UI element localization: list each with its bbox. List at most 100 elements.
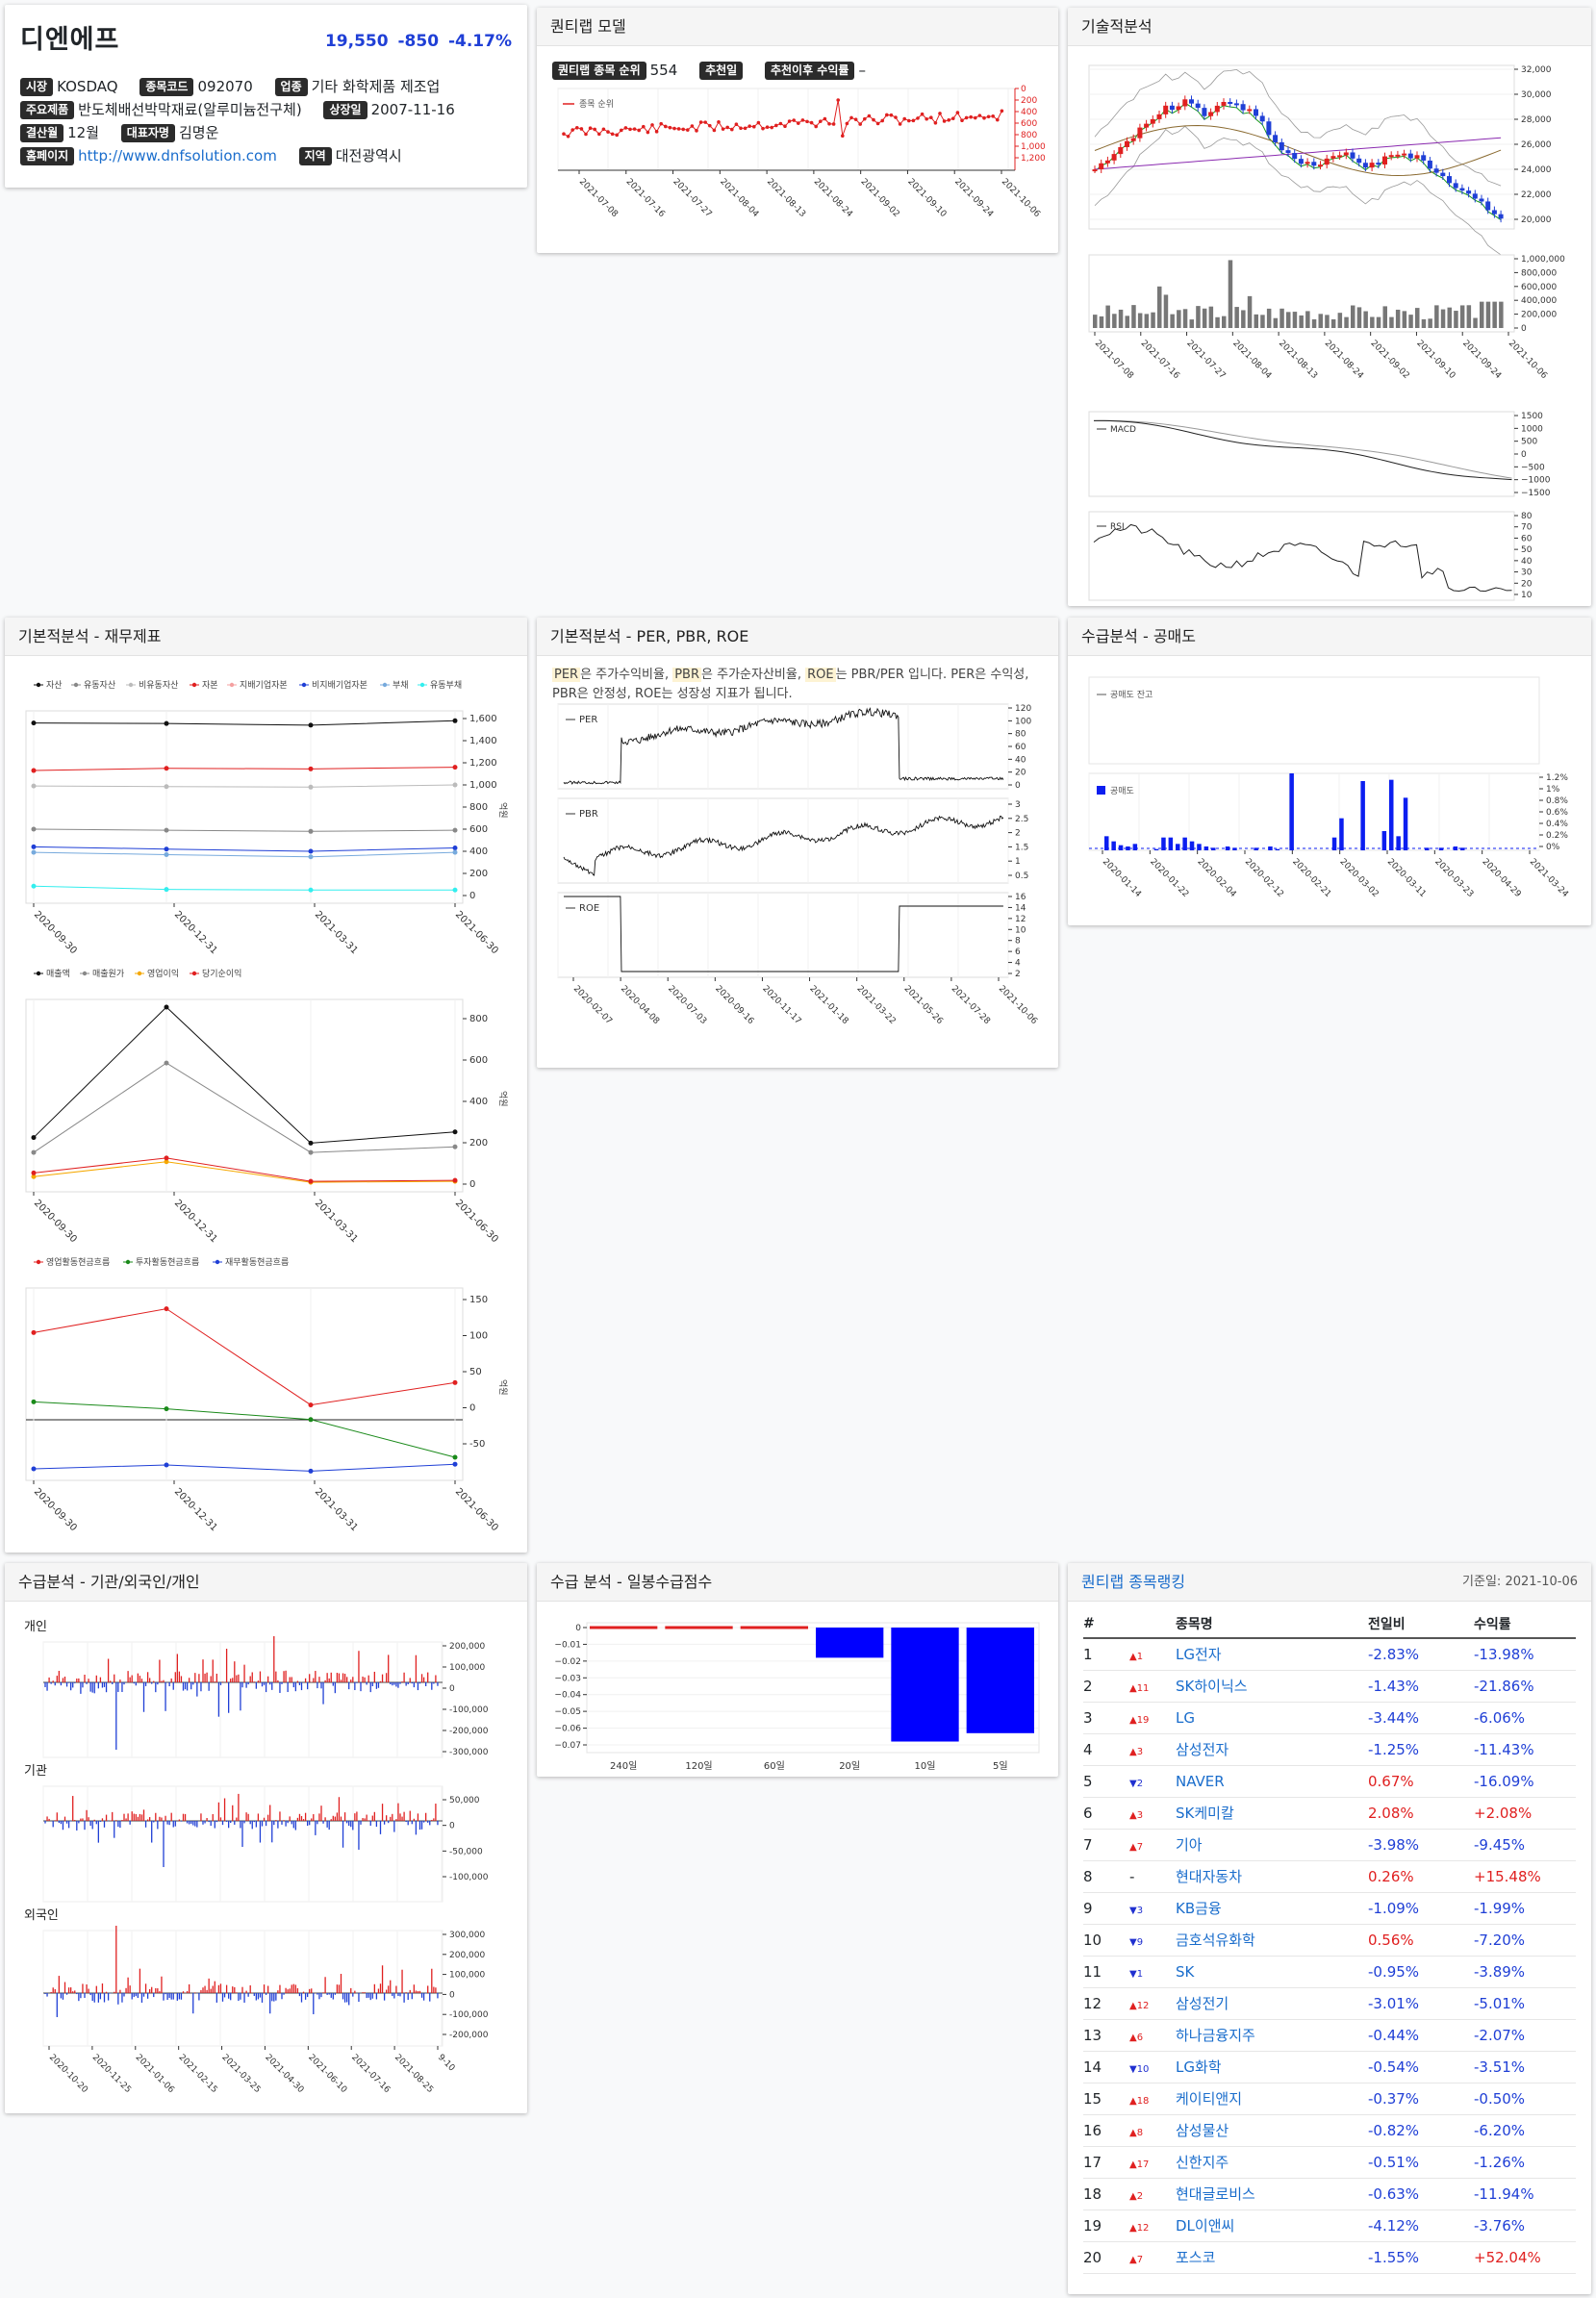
candle — [1479, 198, 1484, 202]
ranking-row[interactable]: 12 ▲12 삼성전기 -3.01% -5.01% — [1083, 1987, 1576, 2020]
rank-stock-name[interactable]: DL이앤씨 — [1176, 2210, 1368, 2242]
volume-bar — [1454, 311, 1458, 328]
rank-no: 11 — [1083, 1956, 1129, 1988]
short-sale-x-tick: 2020-01-22 — [1148, 857, 1190, 899]
candle — [1498, 214, 1504, 219]
ranking-row[interactable]: 6 ▲3 SK케미칼 2.08% +2.08% — [1083, 1797, 1576, 1830]
roe-label: ROE — [579, 903, 599, 914]
short-sale-bar — [1176, 844, 1180, 850]
short-sale-bar — [1438, 847, 1444, 850]
fund-point — [31, 783, 37, 789]
volume-bar — [1389, 316, 1394, 328]
short-sale-tick: 0.2% — [1546, 831, 1568, 841]
rank-stock-name[interactable]: 하나금융지주 — [1176, 2019, 1368, 2052]
ranking-row[interactable]: 16 ▲8 삼성물산 -0.82% -6.20% — [1083, 2114, 1576, 2147]
short-sale-tick: 1.2% — [1546, 773, 1568, 783]
ranking-row[interactable]: 8- 현대자동차 0.26% +15.48% — [1083, 1860, 1576, 1893]
supply-score-tick: −0.05 — [554, 1707, 581, 1717]
pbr-tick: 1.5 — [1015, 843, 1028, 852]
macd-tick: 0 — [1521, 450, 1527, 460]
candle — [1395, 154, 1401, 157]
candle — [1125, 140, 1129, 147]
foreign-tick: 100,000 — [449, 1971, 485, 1981]
ranking-row[interactable]: 2 ▲11 SK하이닉스 -1.43% -21.86% — [1083, 1670, 1576, 1703]
candle — [1427, 160, 1432, 169]
rank-stock-name[interactable]: SK케미칼 — [1176, 1797, 1368, 1830]
rank-stock-name[interactable]: 삼성전기 — [1176, 1987, 1368, 2020]
rank-stock-name[interactable]: SK하이닉스 — [1176, 1670, 1368, 1703]
investor-x-tick: 2021-03-25 — [219, 2053, 262, 2095]
ranking-row[interactable]: 4 ▲3 삼성전자 -1.25% -11.43% — [1083, 1733, 1576, 1766]
rank-change: -3.01% — [1368, 1987, 1474, 2020]
ranking-row[interactable]: 19 ▲12 DL이앤씨 -4.12% -3.76% — [1083, 2210, 1576, 2242]
homepage-link[interactable]: http://www.dnfsolution.com — [78, 147, 277, 164]
fund-point — [452, 1129, 458, 1135]
rank-change: -1.25% — [1368, 1733, 1474, 1766]
ranking-row[interactable]: 14 ▼10 LG화학 -0.54% -3.51% — [1083, 2051, 1576, 2083]
candle — [1259, 115, 1265, 122]
quant-rank-chart: 종목 순위 0 200 400 600 800 1,000 1,200 2021-07-08… — [557, 85, 1046, 219]
candle — [1311, 162, 1317, 166]
rank-stock-name[interactable]: KB금융 — [1176, 1892, 1368, 1925]
fund-series-line — [33, 1401, 456, 1458]
pbr-tick: 3 — [1015, 800, 1021, 810]
ranking-row[interactable]: 15 ▲18 케이티앤지 -0.37% -0.50% — [1083, 2083, 1576, 2115]
rank-stock-name[interactable]: NAVER — [1176, 1765, 1368, 1798]
volume-bar — [1344, 316, 1349, 328]
ranking-row[interactable]: 5 ▼2 NAVER 0.67% -16.09% — [1083, 1765, 1576, 1798]
ranking-row[interactable]: 1 ▲1 LG전자 -2.83% -13.98% — [1083, 1638, 1576, 1671]
rank-change: 2.08% — [1368, 1797, 1474, 1830]
volume-bar — [1125, 316, 1129, 328]
candle — [1247, 109, 1253, 112]
fund-legend-item: 재무활동현금흐름 — [225, 1256, 289, 1268]
candle — [1330, 156, 1336, 159]
fund-point — [31, 1329, 37, 1335]
individual-tick: -100,000 — [449, 1705, 489, 1715]
rank-stock-name[interactable]: LG — [1176, 1702, 1368, 1734]
rank-return: -2.07% — [1474, 2019, 1576, 2052]
ranking-row[interactable]: 3 ▲19 LG -3.44% -6.06% — [1083, 1702, 1576, 1734]
rank-stock-name[interactable]: 현대글로비스 — [1176, 2178, 1368, 2210]
ranking-row[interactable]: 11 ▼1 SK -0.95% -3.89% — [1083, 1956, 1576, 1988]
rank-return: -11.43% — [1474, 1733, 1576, 1766]
rank-stock-name[interactable]: 포스코 — [1176, 2241, 1368, 2274]
volume-panel — [1088, 254, 1515, 333]
rank-stock-name[interactable]: 삼성물산 — [1176, 2114, 1368, 2147]
ranking-row[interactable]: 9 ▼3 KB금융 -1.09% -1.99% — [1083, 1892, 1576, 1925]
quant-chart-frame — [557, 88, 1016, 171]
short-sale-bar — [1161, 837, 1166, 850]
volume-bar — [1163, 294, 1169, 328]
rank-stock-name[interactable]: 케이티앤지 — [1176, 2083, 1368, 2115]
rank-stock-name[interactable]: LG전자 — [1176, 1638, 1368, 1671]
rank-stock-name[interactable]: 삼성전자 — [1176, 1733, 1368, 1766]
rank-stock-name[interactable]: 현대자동차 — [1176, 1860, 1368, 1893]
rank-delta: - — [1129, 1860, 1176, 1893]
rank-stock-name[interactable]: LG화학 — [1176, 2051, 1368, 2083]
fund-point — [452, 1461, 458, 1467]
rank-stock-name[interactable]: SK — [1176, 1956, 1368, 1988]
short-sale-tick: 0% — [1546, 843, 1560, 852]
rank-stock-name[interactable]: 기아 — [1176, 1829, 1368, 1861]
rank-stock-name[interactable]: 신한지주 — [1176, 2146, 1368, 2179]
fund-point — [308, 854, 314, 860]
rank-stock-name[interactable]: 금호석유화학 — [1176, 1924, 1368, 1957]
fund-point — [452, 1454, 458, 1460]
investor-card: 수급분석 - 기관/외국인/개인 개인 200,000 100,000 0 -100,… — [5, 1563, 527, 2113]
valuation-description: PER 은 주가수익비율, PBR 은 주가순자산비율, ROE 는 PBR/PER … — [552, 668, 1029, 701]
fund-point — [164, 851, 169, 857]
ranking-row[interactable]: 13 ▲6 하나금융지주 -0.44% -2.07% — [1083, 2019, 1576, 2052]
fund-legend-item: 비지배기업자본 — [312, 680, 367, 691]
supply-score-chart: 0 −0.01 −0.02 −0.03 −0.04 −0.05 −0.06 −0.07 240… — [554, 1622, 1040, 1772]
ranking-row[interactable]: 17 ▲17 신한지주 -0.51% -1.26% — [1083, 2146, 1576, 2179]
price-tick: 26,000 — [1521, 140, 1552, 150]
ranking-header-row: # 종목명 전일비 수익률 — [1083, 1609, 1576, 1639]
ranking-row[interactable]: 7 ▲7 기아 -3.98% -9.45% — [1083, 1829, 1576, 1861]
return-badge: 추천이후 수익률 — [764, 62, 855, 80]
ranking-row[interactable]: 18 ▲2 현대글로비스 -0.63% -11.94% — [1083, 2178, 1576, 2210]
volume-bar — [1402, 311, 1407, 328]
volume-bar — [1492, 301, 1497, 328]
ranking-title[interactable]: 퀀티랩 종목랭킹 — [1081, 1573, 1186, 1591]
ranking-row[interactable]: 20 ▲7 포스코 -1.55% +52.04% — [1083, 2241, 1576, 2274]
ranking-row[interactable]: 10 ▼9 금호석유화학 0.56% -7.20% — [1083, 1924, 1576, 1957]
fund-point — [31, 768, 37, 773]
